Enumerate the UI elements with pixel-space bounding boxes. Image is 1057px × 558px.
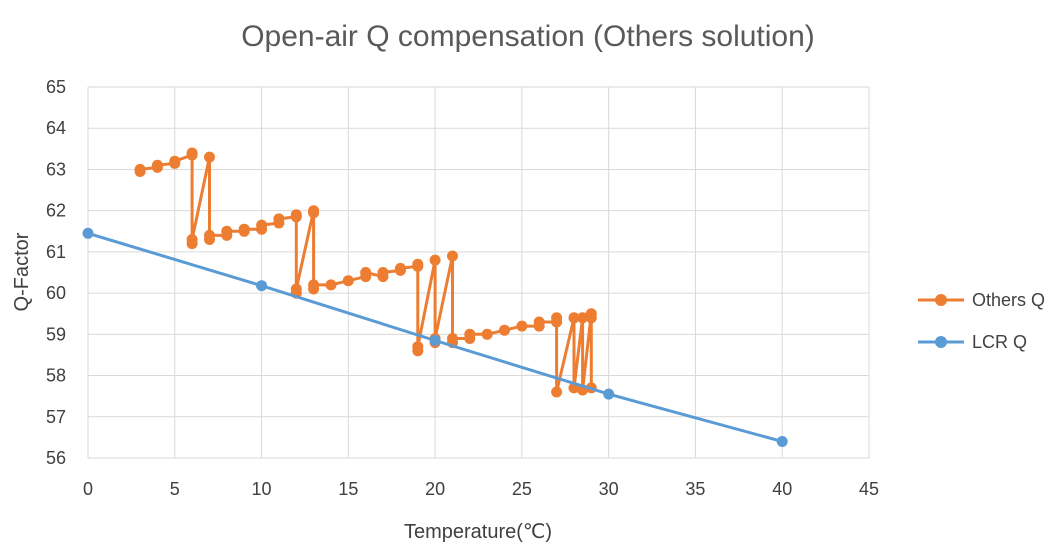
data-point-others-q — [134, 163, 146, 175]
x-tick-label: 10 — [252, 479, 272, 499]
chart-title: Open-air Q compensation (Others solution… — [241, 20, 815, 53]
x-tick-label: 45 — [859, 479, 879, 499]
data-point-lcr-q — [429, 335, 441, 346]
data-point-others-q — [533, 316, 545, 328]
series-others-q — [134, 147, 597, 398]
y-tick-label: 56 — [46, 448, 66, 468]
data-point-others-q — [412, 341, 424, 353]
data-point-others-q — [464, 328, 476, 340]
data-point-others-q — [308, 279, 320, 291]
data-point-others-q — [447, 250, 458, 262]
data-point-others-q — [551, 312, 563, 324]
data-point-others-q — [325, 279, 337, 291]
legend-item-lcr-q: LCR Q — [918, 332, 1027, 352]
data-point-others-q — [273, 213, 285, 225]
data-point-others-q — [568, 312, 580, 324]
x-tick-label: 5 — [170, 479, 180, 499]
y-tick-label: 62 — [46, 201, 66, 221]
data-point-others-q — [290, 209, 302, 221]
data-point-others-q — [186, 234, 198, 245]
data-point-others-q — [221, 225, 233, 237]
data-point-others-q — [204, 229, 215, 241]
x-tick-label: 30 — [599, 479, 619, 499]
data-point-others-q — [186, 147, 198, 159]
legend-label-lcr-q: LCR Q — [972, 332, 1027, 352]
series-lcr-q — [82, 227, 788, 447]
y-tick-label: 59 — [46, 324, 66, 344]
data-point-others-q — [447, 333, 458, 344]
y-tick-label: 65 — [46, 77, 66, 97]
data-point-others-q — [360, 267, 372, 278]
data-point-others-q — [516, 320, 528, 332]
y-axis-ticks: 56 57 58 59 60 61 62 63 64 65 — [46, 77, 66, 468]
data-point-others-q — [585, 312, 597, 324]
x-tick-label: 35 — [685, 479, 705, 499]
y-tick-label: 60 — [46, 283, 66, 303]
data-point-others-q — [551, 386, 563, 398]
data-point-others-q — [308, 207, 320, 219]
y-tick-label: 57 — [46, 407, 66, 427]
x-tick-label: 40 — [772, 479, 792, 499]
data-point-lcr-q — [82, 227, 94, 239]
data-point-others-q — [377, 267, 389, 278]
gridlines — [87, 86, 870, 459]
data-point-others-q — [151, 159, 163, 171]
data-point-others-q — [169, 155, 181, 167]
legend-marker-others-q — [935, 294, 947, 306]
data-point-lcr-q — [603, 388, 615, 400]
data-point-lcr-q — [256, 280, 268, 292]
x-tick-label: 15 — [338, 479, 358, 499]
data-point-others-q — [499, 324, 510, 336]
legend-item-others-q: Others Q — [918, 290, 1045, 310]
data-point-others-q — [342, 275, 354, 287]
data-point-others-q — [256, 219, 268, 231]
x-axis-title: Temperature(℃) — [404, 521, 552, 543]
data-point-others-q — [204, 151, 215, 163]
x-tick-label: 0 — [83, 479, 93, 499]
y-tick-label: 63 — [46, 159, 66, 179]
y-tick-label: 58 — [46, 366, 66, 386]
x-tick-label: 20 — [425, 479, 445, 499]
x-axis-ticks: 0 5 10 15 20 25 30 35 40 45 — [83, 479, 879, 499]
legend-marker-lcr-q — [935, 336, 947, 348]
data-point-others-q — [481, 328, 493, 340]
data-point-others-q — [394, 262, 406, 274]
x-tick-label: 25 — [512, 479, 532, 499]
data-point-others-q — [290, 283, 302, 295]
legend-label-others-q: Others Q — [972, 290, 1045, 310]
data-point-others-q — [577, 312, 589, 324]
legend: Others Q LCR Q — [918, 290, 1045, 352]
data-point-lcr-q — [776, 436, 788, 447]
data-point-others-q — [412, 258, 424, 270]
y-tick-label: 64 — [46, 118, 66, 138]
data-point-others-q — [238, 223, 250, 235]
data-point-others-q — [429, 254, 441, 266]
y-tick-label: 61 — [46, 242, 66, 262]
series-layer — [82, 147, 788, 447]
y-axis-title: Q-Factor — [11, 232, 33, 311]
